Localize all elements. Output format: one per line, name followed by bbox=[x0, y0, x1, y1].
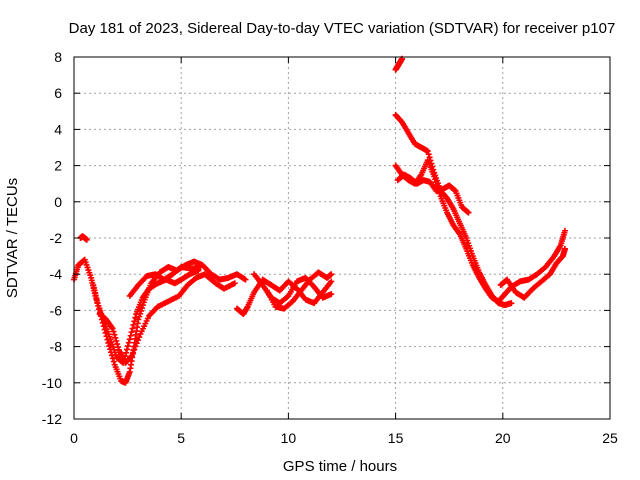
data-point bbox=[131, 346, 138, 353]
data-point bbox=[561, 245, 568, 252]
data-point bbox=[138, 305, 145, 312]
data-point bbox=[136, 313, 143, 320]
y-tick-label: -4 bbox=[50, 266, 63, 282]
data-point bbox=[83, 236, 90, 243]
data-series bbox=[392, 55, 406, 73]
x-tick-label: 25 bbox=[602, 430, 618, 446]
data-point bbox=[130, 349, 137, 356]
data-point bbox=[114, 341, 121, 348]
data-point bbox=[128, 329, 135, 336]
data-point bbox=[136, 334, 143, 341]
data-point bbox=[115, 344, 122, 351]
data-point bbox=[110, 358, 117, 365]
y-tick-label: -10 bbox=[42, 375, 62, 391]
data-series bbox=[77, 233, 90, 243]
x-tick-label: 5 bbox=[177, 430, 185, 446]
data-point bbox=[128, 352, 135, 359]
data-point bbox=[425, 151, 432, 158]
x-tick-label: 15 bbox=[388, 430, 404, 446]
data-series bbox=[497, 245, 568, 301]
data-point bbox=[135, 337, 142, 344]
y-axis-label: SDTVAR / TECUs bbox=[4, 178, 21, 298]
y-tick-label: -2 bbox=[50, 230, 63, 246]
y-tick-label: 4 bbox=[54, 121, 62, 137]
data-point bbox=[132, 343, 139, 350]
data-point bbox=[126, 336, 133, 343]
data-point bbox=[433, 179, 440, 186]
data-point bbox=[131, 318, 138, 325]
data-point bbox=[465, 209, 472, 216]
x-tick-label: 0 bbox=[70, 430, 78, 446]
data-point bbox=[111, 331, 118, 338]
data-point bbox=[110, 328, 117, 335]
data-point bbox=[112, 334, 119, 341]
data-point bbox=[124, 343, 131, 350]
y-tick-label: 6 bbox=[54, 85, 62, 101]
data-point bbox=[129, 325, 136, 332]
y-tick-label: 8 bbox=[54, 49, 62, 65]
tick-layer: 0 5 10 15 20 25 -12 -10 -8 -6 -4 -2 0 2 4 6 8 bbox=[42, 49, 618, 446]
data-point bbox=[561, 227, 568, 234]
y-tick-label: -6 bbox=[50, 302, 63, 318]
data-point bbox=[242, 276, 249, 283]
data-point bbox=[109, 325, 116, 332]
data-point bbox=[328, 271, 335, 278]
data-point bbox=[328, 278, 335, 285]
y-tick-label: -8 bbox=[50, 339, 63, 355]
chart-title: Day 181 of 2023, Sidereal Day-to-day VTE… bbox=[69, 20, 616, 37]
data-point bbox=[123, 346, 130, 353]
data-series bbox=[263, 269, 335, 312]
data-point bbox=[135, 316, 142, 323]
data-point bbox=[328, 291, 335, 298]
data-series bbox=[394, 171, 472, 216]
data-point bbox=[432, 176, 439, 183]
series-layer bbox=[71, 55, 568, 386]
x-tick-label: 20 bbox=[495, 430, 511, 446]
data-point bbox=[130, 321, 137, 328]
data-point bbox=[123, 349, 130, 356]
data-point bbox=[132, 314, 139, 321]
data-point bbox=[508, 300, 515, 307]
data-point bbox=[127, 332, 134, 339]
x-axis-label: GPS time / hours bbox=[283, 458, 397, 475]
data-series bbox=[126, 263, 204, 299]
data-point bbox=[424, 148, 431, 155]
y-tick-label: 2 bbox=[54, 158, 62, 174]
data-point bbox=[125, 339, 132, 346]
data-point bbox=[105, 339, 112, 346]
y-tick-label: -12 bbox=[42, 411, 62, 427]
data-point bbox=[106, 343, 113, 350]
data-series bbox=[233, 276, 335, 318]
x-tick-label: 10 bbox=[281, 430, 297, 446]
data-point bbox=[127, 353, 134, 360]
data-point bbox=[231, 280, 238, 287]
data-point bbox=[197, 263, 204, 270]
data-point bbox=[113, 337, 120, 344]
data-point bbox=[431, 173, 438, 180]
data-series bbox=[96, 271, 238, 366]
data-point bbox=[133, 340, 140, 347]
y-tick-label: 0 bbox=[54, 194, 62, 210]
